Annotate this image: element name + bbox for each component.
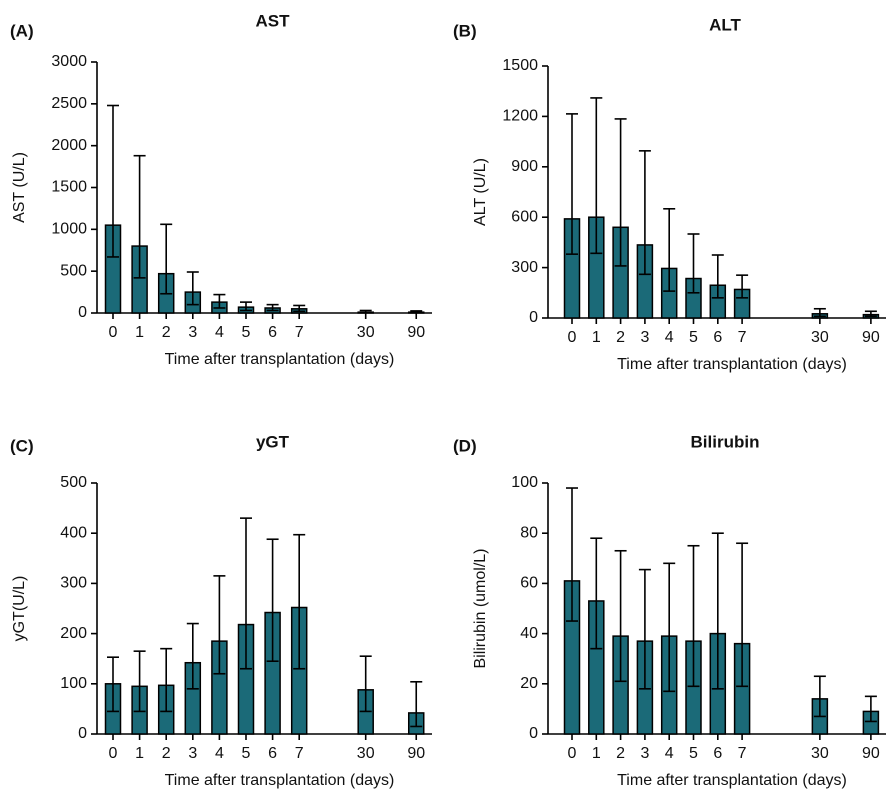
y-tick-label: 3000 <box>51 53 87 70</box>
x-tick-label: 7 <box>295 745 304 762</box>
y-axis-label: AST (U/L) <box>11 152 28 223</box>
x-axis-label: Time after transplantation (days) <box>617 772 847 789</box>
x-tick-label: 90 <box>862 329 880 346</box>
chart-title: Bilirubin <box>691 432 760 451</box>
y-tick-label: 1500 <box>51 179 87 196</box>
y-tick-label: 60 <box>520 575 538 592</box>
y-tick-label: 80 <box>520 524 538 541</box>
y-axis-label: yGT(U/L) <box>11 576 28 642</box>
y-tick-label: 1200 <box>502 108 538 125</box>
x-tick-label: 4 <box>215 324 224 341</box>
y-tick-label: 1500 <box>502 57 538 74</box>
x-tick-label: 1 <box>135 745 144 762</box>
x-tick-label: 30 <box>811 329 829 346</box>
y-tick-label: 900 <box>511 158 538 175</box>
y-tick-label: 1000 <box>51 221 87 238</box>
x-tick-label: 1 <box>592 745 601 762</box>
x-tick-label: 0 <box>109 745 118 762</box>
y-tick-label: 400 <box>60 524 87 541</box>
y-tick-label: 0 <box>78 304 87 321</box>
y-tick-label: 2000 <box>51 137 87 154</box>
x-tick-label: 30 <box>357 745 375 762</box>
x-tick-label: 0 <box>568 745 577 762</box>
y-tick-label: 500 <box>60 474 87 491</box>
y-tick-label: 500 <box>60 262 87 279</box>
x-tick-label: 6 <box>713 329 722 346</box>
y-tick-label: 300 <box>60 575 87 592</box>
x-tick-label: 2 <box>162 745 171 762</box>
x-tick-label: 90 <box>407 745 425 762</box>
chart-title: AST <box>256 11 291 30</box>
x-tick-label: 30 <box>357 324 375 341</box>
chart-title: yGT <box>256 432 290 451</box>
x-tick-label: 3 <box>640 745 649 762</box>
chart-title: ALT <box>709 15 741 34</box>
y-tick-label: 2500 <box>51 95 87 112</box>
x-tick-label: 6 <box>713 745 722 762</box>
x-tick-label: 7 <box>738 329 747 346</box>
x-tick-label: 7 <box>738 745 747 762</box>
panel-label: (D) <box>453 436 477 455</box>
y-axis-label: Bilirubin (umol/L) <box>472 548 489 668</box>
y-tick-label: 0 <box>78 725 87 742</box>
y-tick-label: 20 <box>520 675 538 692</box>
x-tick-label: 3 <box>188 324 197 341</box>
y-tick-label: 40 <box>520 625 538 642</box>
x-tick-label: 0 <box>109 324 118 341</box>
x-tick-label: 4 <box>665 329 674 346</box>
x-tick-label: 1 <box>135 324 144 341</box>
y-tick-label: 0 <box>529 309 538 326</box>
x-tick-label: 7 <box>295 324 304 341</box>
x-tick-label: 4 <box>665 745 674 762</box>
y-tick-label: 300 <box>511 259 538 276</box>
panel-label: (C) <box>10 436 34 455</box>
y-axis-label: ALT (U/L) <box>472 158 489 226</box>
x-tick-label: 1 <box>592 329 601 346</box>
x-tick-label: 3 <box>188 745 197 762</box>
panel-label: (B) <box>453 21 477 40</box>
y-tick-label: 200 <box>60 625 87 642</box>
x-tick-label: 0 <box>568 329 577 346</box>
x-tick-label: 2 <box>616 329 625 346</box>
x-tick-label: 2 <box>162 324 171 341</box>
y-tick-label: 100 <box>511 474 538 491</box>
x-tick-label: 6 <box>268 324 277 341</box>
x-tick-label: 3 <box>640 329 649 346</box>
x-tick-label: 5 <box>689 329 698 346</box>
y-tick-label: 100 <box>60 675 87 692</box>
x-axis-label: Time after transplantation (days) <box>165 772 395 789</box>
x-tick-label: 6 <box>268 745 277 762</box>
x-tick-label: 5 <box>689 745 698 762</box>
y-tick-label: 600 <box>511 208 538 225</box>
x-tick-label: 5 <box>242 745 251 762</box>
x-axis-label: Time after transplantation (days) <box>617 356 847 373</box>
x-tick-label: 5 <box>242 324 251 341</box>
x-tick-label: 30 <box>811 745 829 762</box>
y-tick-label: 0 <box>529 725 538 742</box>
x-tick-label: 90 <box>862 745 880 762</box>
x-axis-label: Time after transplantation (days) <box>165 351 395 368</box>
x-tick-label: 4 <box>215 745 224 762</box>
x-tick-label: 90 <box>407 324 425 341</box>
x-tick-label: 2 <box>616 745 625 762</box>
panel-label: (A) <box>10 21 34 40</box>
